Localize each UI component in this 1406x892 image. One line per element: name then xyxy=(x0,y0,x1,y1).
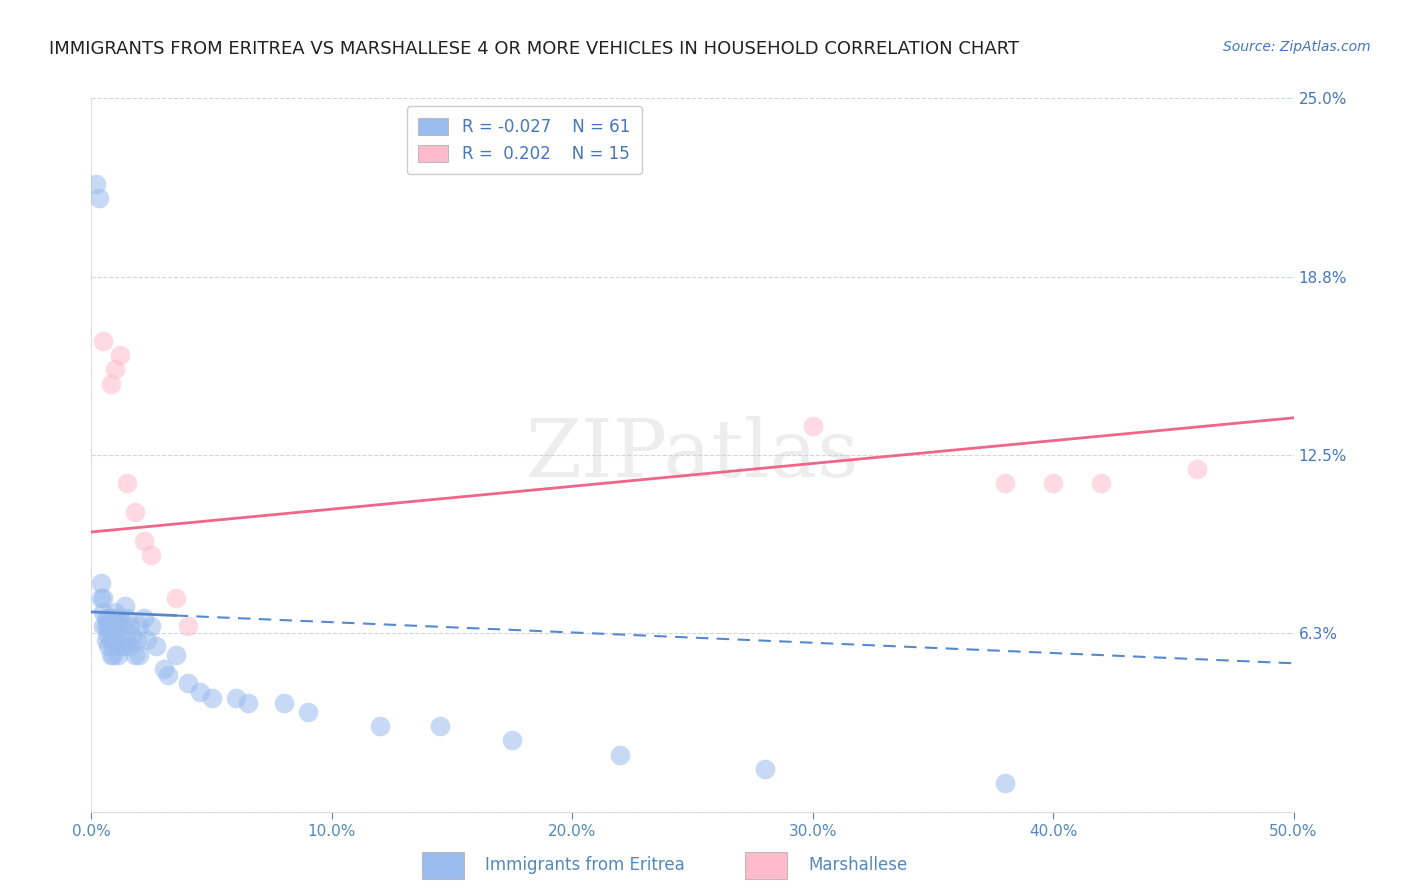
Point xyxy=(94,633,117,648)
Point xyxy=(87,191,110,205)
Point xyxy=(97,628,120,642)
Point xyxy=(110,639,132,653)
Point xyxy=(128,648,150,662)
Text: IMMIGRANTS FROM ERITREA VS MARSHALLESE 4 OR MORE VEHICLES IN HOUSEHOLD CORRELATI: IMMIGRANTS FROM ERITREA VS MARSHALLESE 4… xyxy=(49,40,1019,58)
Point xyxy=(754,762,776,776)
Point xyxy=(101,648,124,662)
Point xyxy=(236,696,259,710)
Point xyxy=(97,610,120,624)
Point xyxy=(94,610,117,624)
Point xyxy=(141,619,163,633)
Text: Source: ZipAtlas.com: Source: ZipAtlas.com xyxy=(1223,40,1371,54)
Point xyxy=(225,690,247,705)
Point xyxy=(111,639,134,653)
Point xyxy=(118,639,141,653)
Point xyxy=(609,747,631,762)
Point xyxy=(117,610,139,624)
Point xyxy=(1187,462,1209,476)
Point xyxy=(117,476,139,491)
Point xyxy=(188,685,211,699)
Text: Immigrants from Eritrea: Immigrants from Eritrea xyxy=(485,856,685,874)
Point xyxy=(297,705,319,719)
Point xyxy=(110,348,132,362)
Point xyxy=(273,696,295,710)
Point xyxy=(117,633,139,648)
Point xyxy=(368,719,391,733)
Point xyxy=(501,733,523,747)
Point xyxy=(93,619,115,633)
Point xyxy=(101,633,124,648)
Point xyxy=(134,610,156,624)
Point xyxy=(165,591,187,605)
Point xyxy=(100,648,122,662)
Point xyxy=(93,334,115,348)
Point xyxy=(125,633,148,648)
Point xyxy=(128,619,150,633)
Point xyxy=(104,362,127,376)
Point xyxy=(141,548,163,562)
Point xyxy=(93,605,115,619)
Point xyxy=(201,690,224,705)
Point xyxy=(107,648,129,662)
Point xyxy=(104,619,127,633)
Point xyxy=(994,476,1017,491)
Point xyxy=(145,639,167,653)
Point xyxy=(100,376,122,391)
Point xyxy=(97,639,120,653)
Point xyxy=(101,610,124,624)
Point xyxy=(1042,476,1064,491)
Point xyxy=(104,633,127,648)
Point xyxy=(994,776,1017,790)
Point xyxy=(118,619,141,633)
Point xyxy=(100,619,122,633)
Point xyxy=(1090,476,1112,491)
Point xyxy=(801,419,824,434)
Point xyxy=(124,505,146,519)
Point xyxy=(165,648,187,662)
Point xyxy=(124,648,146,662)
Point xyxy=(429,719,451,733)
Point xyxy=(107,619,129,633)
Point xyxy=(152,662,174,676)
Legend: R = -0.027    N = 61, R =  0.202    N = 15: R = -0.027 N = 61, R = 0.202 N = 15 xyxy=(406,106,641,175)
Point xyxy=(93,591,115,605)
Point xyxy=(104,605,127,619)
Point xyxy=(110,610,132,624)
Point xyxy=(135,633,157,648)
Point xyxy=(176,676,198,690)
Point xyxy=(114,599,136,614)
Text: Marshallese: Marshallese xyxy=(808,856,908,874)
Point xyxy=(101,619,124,633)
Point xyxy=(111,619,134,633)
Point xyxy=(121,628,143,642)
Point xyxy=(97,619,120,633)
Point xyxy=(90,591,112,605)
Text: ZIPatlas: ZIPatlas xyxy=(526,416,859,494)
Point xyxy=(134,533,156,548)
Point xyxy=(100,633,122,648)
Point xyxy=(94,619,117,633)
Point xyxy=(176,619,198,633)
Point xyxy=(90,576,112,591)
Point xyxy=(84,177,107,191)
Point xyxy=(157,667,180,681)
